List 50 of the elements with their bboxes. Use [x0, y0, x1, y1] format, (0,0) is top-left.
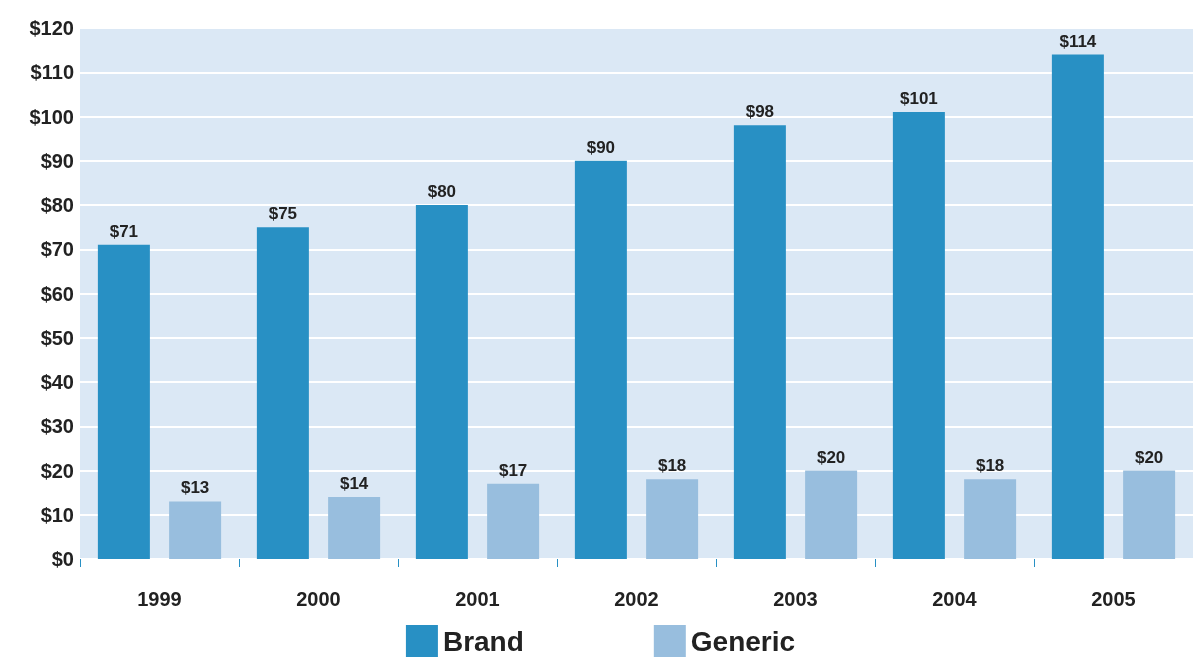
y-tick-label: $60	[40, 282, 74, 305]
data-label: $114	[1059, 31, 1097, 51]
y-tick-label: $10	[40, 503, 74, 526]
bar	[97, 244, 150, 559]
bar	[256, 227, 309, 559]
bar	[964, 479, 1017, 559]
bar	[1051, 54, 1104, 559]
x-tick-label: 2004	[932, 588, 978, 610]
bar	[169, 501, 222, 559]
data-label: $80	[427, 182, 457, 201]
bar	[892, 112, 945, 559]
bar	[415, 205, 468, 559]
y-tick-label: $70	[40, 238, 74, 261]
bar	[574, 160, 627, 559]
y-tick-label: $100	[29, 105, 74, 128]
x-tick-label: 1999	[137, 588, 182, 610]
y-tick-label: $30	[40, 415, 74, 438]
bar	[487, 483, 540, 559]
y-tick-label: $110	[30, 61, 74, 84]
data-label: $13	[180, 478, 210, 498]
y-tick-label: $40	[40, 371, 74, 393]
data-label: $17	[498, 460, 528, 480]
data-label: $90	[586, 137, 616, 157]
legend-label: Generic	[690, 625, 796, 657]
data-label: $71	[109, 221, 139, 241]
bar	[805, 470, 858, 559]
x-tick-label: 2003	[773, 588, 818, 610]
data-label: $20	[1134, 447, 1164, 467]
data-label: $20	[816, 447, 846, 467]
y-tick-label: $90	[40, 149, 74, 172]
data-label: $14	[339, 474, 369, 494]
x-tick-label: 2000	[296, 588, 341, 610]
bar	[646, 479, 699, 559]
y-tick-label: $120	[29, 17, 74, 39]
data-label: $101	[899, 89, 938, 109]
data-label: $98	[745, 102, 775, 122]
y-tick-label: $50	[40, 326, 74, 349]
x-tick-label: 2001	[455, 588, 500, 610]
data-label: $75	[268, 204, 298, 224]
bar	[1123, 470, 1176, 559]
y-tick-label: $20	[40, 459, 74, 482]
data-label: $18	[657, 456, 687, 476]
legend-label: Brand	[442, 625, 524, 657]
data-label: $18	[975, 456, 1005, 476]
y-tick-label: $80	[40, 194, 74, 216]
x-tick-label: 2002	[614, 588, 659, 610]
y-tick-label: $0	[51, 548, 74, 570]
bar	[328, 497, 381, 559]
bar	[733, 125, 786, 559]
x-tick-label: 2005	[1091, 588, 1136, 610]
